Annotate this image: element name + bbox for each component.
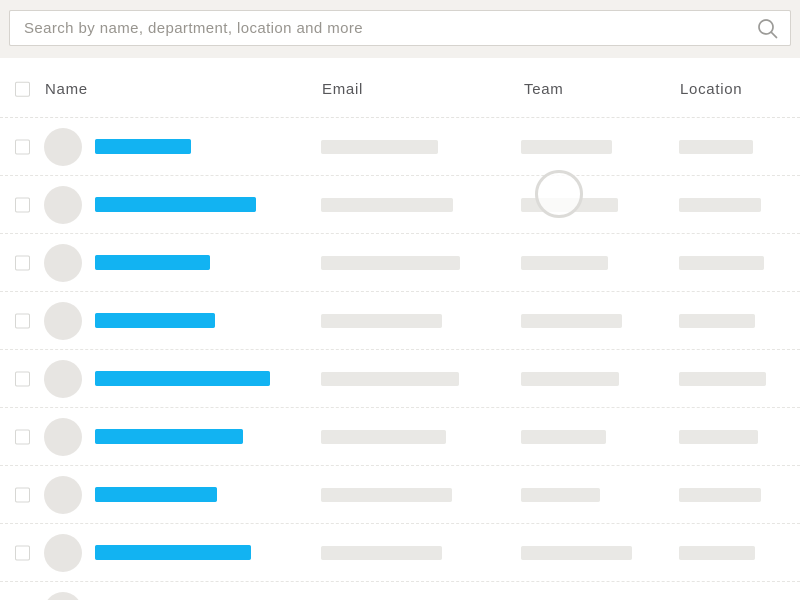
table-row (0, 408, 800, 466)
avatar-placeholder (44, 534, 82, 572)
name-skeleton-bar (95, 197, 256, 212)
row-checkbox[interactable] (15, 255, 30, 270)
row-checkbox[interactable] (15, 429, 30, 444)
table-row (0, 234, 800, 292)
select-all-checkbox[interactable] (15, 81, 30, 97)
name-skeleton-bar (95, 545, 251, 560)
name-skeleton-bar (95, 371, 270, 386)
row-checkbox[interactable] (15, 487, 30, 502)
table-row (0, 176, 800, 234)
avatar-placeholder (44, 418, 82, 456)
location-skeleton-bar (679, 314, 755, 328)
avatar-placeholder (44, 302, 82, 340)
name-skeleton-bar (95, 429, 243, 444)
location-skeleton-bar (679, 488, 761, 502)
avatar-placeholder (44, 128, 82, 166)
row-checkbox[interactable] (15, 139, 30, 154)
table-row (0, 292, 800, 350)
avatar-placeholder (44, 360, 82, 398)
search-box (9, 10, 791, 46)
email-skeleton-bar (321, 256, 460, 270)
row-checkbox[interactable] (15, 313, 30, 328)
email-skeleton-bar (321, 140, 438, 154)
email-skeleton-bar (321, 198, 453, 212)
location-skeleton-bar (679, 198, 761, 212)
search-input[interactable] (10, 11, 790, 45)
table-row (0, 524, 800, 582)
team-skeleton-bar (521, 488, 600, 502)
table-row (0, 466, 800, 524)
row-checkbox[interactable] (15, 371, 30, 386)
column-header-email: Email (322, 80, 364, 98)
table-header: Name Email Team Location (0, 58, 800, 118)
column-header-name: Name (45, 80, 88, 98)
search-icon[interactable] (756, 17, 779, 40)
name-skeleton-bar (95, 255, 210, 270)
column-header-team: Team (524, 80, 564, 98)
row-checkbox[interactable] (15, 197, 30, 212)
email-skeleton-bar (321, 430, 446, 444)
email-skeleton-bar (321, 372, 459, 386)
team-skeleton-bar (521, 372, 619, 386)
avatar-placeholder (44, 186, 82, 224)
name-skeleton-bar (95, 139, 191, 154)
name-skeleton-bar (95, 313, 215, 328)
location-skeleton-bar (679, 372, 766, 386)
avatar-placeholder (44, 592, 82, 600)
avatar-placeholder (44, 476, 82, 514)
search-band (0, 0, 800, 58)
location-skeleton-bar (679, 430, 758, 444)
team-skeleton-bar (521, 140, 612, 154)
team-skeleton-bar (521, 256, 608, 270)
email-skeleton-bar (321, 314, 442, 328)
email-skeleton-bar (321, 546, 442, 560)
email-skeleton-bar (321, 488, 452, 502)
location-skeleton-bar (679, 256, 764, 270)
row-checkbox[interactable] (15, 545, 30, 560)
avatar-placeholder (44, 244, 82, 282)
table-row (0, 118, 800, 176)
name-skeleton-bar (95, 487, 217, 502)
location-skeleton-bar (679, 546, 755, 560)
table-row (0, 582, 800, 600)
table-row (0, 350, 800, 408)
loading-spinner-icon (535, 170, 583, 218)
table-body (0, 118, 800, 600)
column-header-location: Location (680, 80, 743, 98)
location-skeleton-bar (679, 140, 753, 154)
team-skeleton-bar (521, 546, 632, 560)
team-skeleton-bar (521, 314, 622, 328)
team-skeleton-bar (521, 430, 606, 444)
